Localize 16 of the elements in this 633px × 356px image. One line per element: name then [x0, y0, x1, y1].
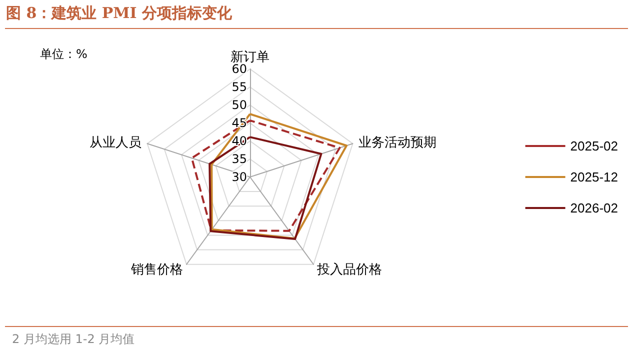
spoke-label: 新订单 [230, 49, 270, 64]
y-tick-label: 60 [232, 62, 247, 76]
text: 2 月均选用 1-2 月均值 [12, 331, 135, 348]
y-tick-label: 55 [232, 80, 247, 94]
legend-label: 2025-12 [570, 170, 618, 184]
spoke-label: 投入品价格 [316, 262, 382, 277]
y-tick-label: 50 [232, 98, 247, 112]
legend-label: 2025-02 [570, 138, 618, 154]
spoke-label: 从业人员 [90, 134, 142, 150]
legend-label: 2026-02 [570, 200, 618, 216]
text: 单位：% [40, 46, 88, 63]
y-tick-label: 30 [232, 170, 247, 184]
y-tick-label: 35 [232, 152, 247, 166]
spoke-label: 销售价格 [130, 262, 183, 277]
chart-title: 图 8：建筑业 PMI 分项指标变化 [6, 4, 232, 23]
spoke-label: 业务活动预期 [358, 134, 436, 150]
